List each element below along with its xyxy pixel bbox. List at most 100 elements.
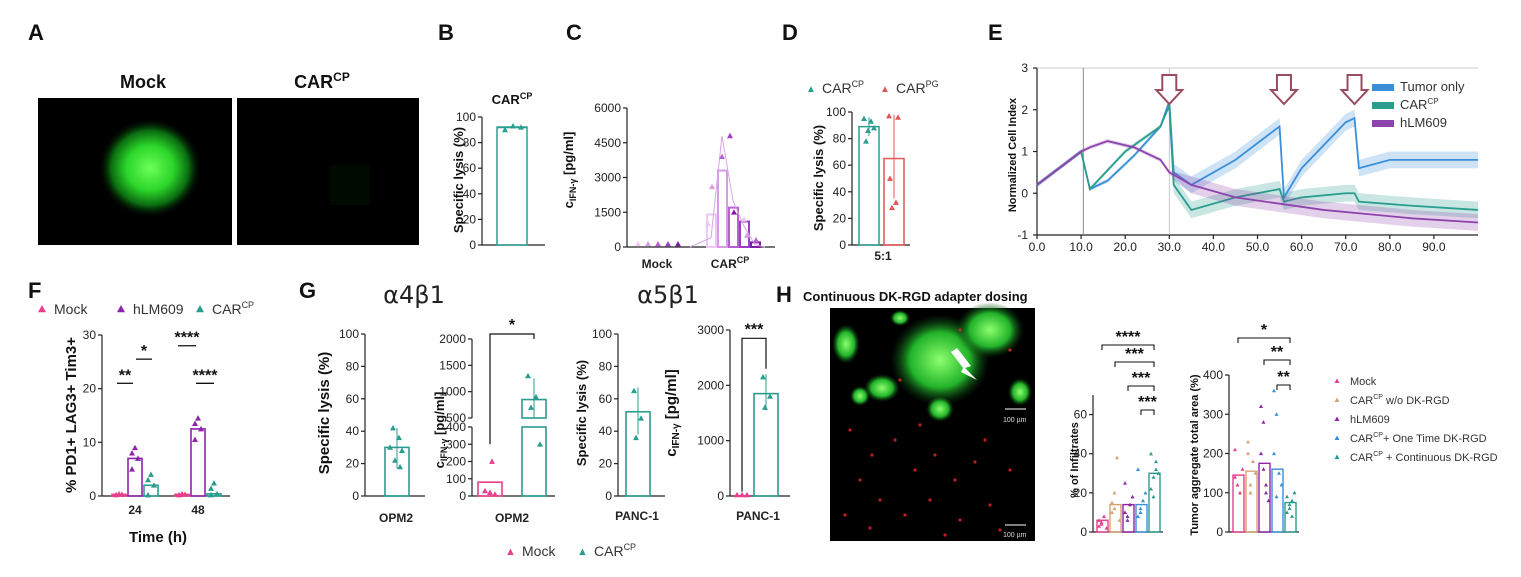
d-legend-label-1: CARCP <box>822 79 864 96</box>
g2-ytick-label: 1500 <box>439 358 466 372</box>
h1-point <box>1151 494 1156 499</box>
g2-ytick-label: 2000 <box>439 332 466 346</box>
h2-point <box>1290 498 1294 503</box>
h-legend-label: hLM609 <box>1350 414 1390 426</box>
f-sig-label: **** <box>193 367 219 384</box>
h-red-cell <box>903 513 907 517</box>
g2-ytick-label: 1000 <box>439 385 466 399</box>
g1-ytick-label: 20 <box>346 457 360 471</box>
panel-label-F: F <box>28 278 41 303</box>
d-point-carcp <box>868 118 874 124</box>
g2-ytick-label: 100 <box>446 472 466 486</box>
panel-B: B CARCP Specific lysis (%) 0 20 40 60 80 100 <box>438 20 545 252</box>
g4-ytick-label: 0 <box>717 489 724 503</box>
e-ytick-label: -1 <box>1017 228 1028 242</box>
h-red-cell <box>918 423 922 427</box>
h-red-cell <box>988 503 992 507</box>
g4-ytick-label: 1000 <box>697 434 724 448</box>
h1-bar <box>1148 472 1161 533</box>
c-car-point <box>731 209 737 215</box>
g-legend-car: CARCP <box>594 542 636 559</box>
b-point <box>518 124 524 130</box>
h-red-cell <box>1008 348 1012 352</box>
g1-ytick-label: 100 <box>339 327 359 341</box>
mock-title: Mock <box>120 72 167 92</box>
e-band-0 <box>1037 99 1478 206</box>
f-legend-sup: CP <box>242 300 255 310</box>
h-red-cell <box>998 528 1002 532</box>
h1-point <box>1141 498 1145 503</box>
h2-point <box>1292 490 1297 495</box>
f-point <box>192 420 198 426</box>
c-mock-point <box>645 241 651 247</box>
h-green-aggregate <box>832 324 860 364</box>
h1-ytick-label: 40 <box>1074 447 1088 461</box>
h-legend-suffix: + Continuous DK-RGD <box>1383 452 1498 464</box>
h-red-cell <box>958 518 962 522</box>
d-ytick-label: 40 <box>833 185 847 199</box>
g1-point <box>387 444 393 450</box>
h1-point <box>1128 502 1132 507</box>
h2-point <box>1272 388 1276 393</box>
h1-point <box>1130 494 1135 499</box>
h2-point <box>1238 490 1242 495</box>
h1-point <box>1154 467 1158 471</box>
g2-point-mock <box>487 489 493 495</box>
b-ytick-label: 40 <box>463 187 477 201</box>
f-point <box>208 491 214 498</box>
e-dosing-arrow <box>1154 74 1185 106</box>
panel-F: F % PD1+ LAG3+ Tim3+ 0 10 20 30 24 48 Mock hLM6… <box>28 278 254 546</box>
f-xtick-24: 24 <box>128 503 142 517</box>
c-ytick-label: 4500 <box>594 136 621 150</box>
f-bar <box>127 457 143 497</box>
f-sig-label: ** <box>119 367 132 384</box>
h2-point <box>1272 451 1276 456</box>
h-legend-sup: CP <box>1373 432 1383 439</box>
h-red-cell <box>878 498 882 502</box>
d-xtick: 5:1 <box>874 249 892 263</box>
e-xtick-label: 10.0 <box>1069 240 1093 254</box>
d-point-carcp <box>863 138 869 144</box>
f-point <box>119 491 125 497</box>
h-green-aggregate <box>926 396 954 422</box>
h1-point <box>1112 490 1117 495</box>
c-ytick-label: 6000 <box>594 101 621 115</box>
c-ytick-label: 0 <box>614 240 621 254</box>
e-line-0 <box>1036 101 1478 201</box>
h1-sig-label: *** <box>1125 346 1144 363</box>
d-legend-label-2: CARPG <box>896 79 939 96</box>
h2-point <box>1240 467 1245 471</box>
c-donor-lines <box>689 135 766 248</box>
h-red-cell <box>983 438 987 442</box>
f-point <box>192 436 198 443</box>
h2-ytick-label: 200 <box>1203 447 1223 461</box>
h2-sig-bracket <box>1276 384 1291 390</box>
d-ytick-label: 60 <box>833 158 847 172</box>
h2-point <box>1274 494 1279 499</box>
h-green-aggregate <box>1008 378 1032 406</box>
c-bar <box>728 206 739 249</box>
f-point <box>145 491 151 498</box>
h-micrograph: 100 µm 100 µm <box>830 302 1035 541</box>
h-scale-label-2: 100 µm <box>1003 532 1027 539</box>
h2-sig-bracket <box>1237 337 1291 343</box>
c-yaxis: 0 1500 3000 4500 6000 <box>594 101 775 254</box>
car-title: CARCP <box>294 70 350 92</box>
f-point <box>148 471 154 477</box>
d-point-carcp <box>865 127 871 134</box>
h-red-cell <box>898 378 902 382</box>
d-ytick-label: 20 <box>833 211 847 225</box>
f-axes: 0 10 20 30 24 48 Mock hLM609 CARCP <box>38 300 254 517</box>
h-green-aggregates <box>832 302 1032 422</box>
f-bar <box>206 493 222 497</box>
e-xtick-label: 50.0 <box>1246 240 1270 254</box>
h2-ytick-label: 300 <box>1203 407 1223 421</box>
f-legend-label: CARCP <box>212 300 254 317</box>
g-legend-marker-mock: ▲ <box>505 546 516 558</box>
f-ytick-label: 10 <box>83 435 97 449</box>
mock-green-spheroid <box>98 118 202 218</box>
e-dosing-arrow <box>1268 74 1300 106</box>
h-legend-name: Mock <box>1350 376 1377 388</box>
h2-bar <box>1232 474 1245 533</box>
